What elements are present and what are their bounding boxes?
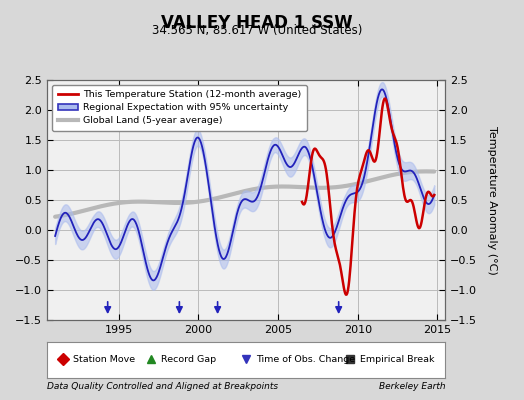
Text: Empirical Break: Empirical Break xyxy=(360,356,434,364)
Text: Station Move: Station Move xyxy=(73,356,135,364)
Text: Time of Obs. Change: Time of Obs. Change xyxy=(256,356,355,364)
Text: Record Gap: Record Gap xyxy=(161,356,216,364)
Text: VALLEY HEAD 1 SSW: VALLEY HEAD 1 SSW xyxy=(161,14,353,32)
Legend: This Temperature Station (12-month average), Regional Expectation with 95% uncer: This Temperature Station (12-month avera… xyxy=(52,85,307,131)
Text: Berkeley Earth: Berkeley Earth xyxy=(379,382,445,391)
Text: 34.565 N, 85.617 W (United States): 34.565 N, 85.617 W (United States) xyxy=(151,24,362,37)
Text: Data Quality Controlled and Aligned at Breakpoints: Data Quality Controlled and Aligned at B… xyxy=(47,382,278,391)
Y-axis label: Temperature Anomaly (°C): Temperature Anomaly (°C) xyxy=(487,126,497,274)
